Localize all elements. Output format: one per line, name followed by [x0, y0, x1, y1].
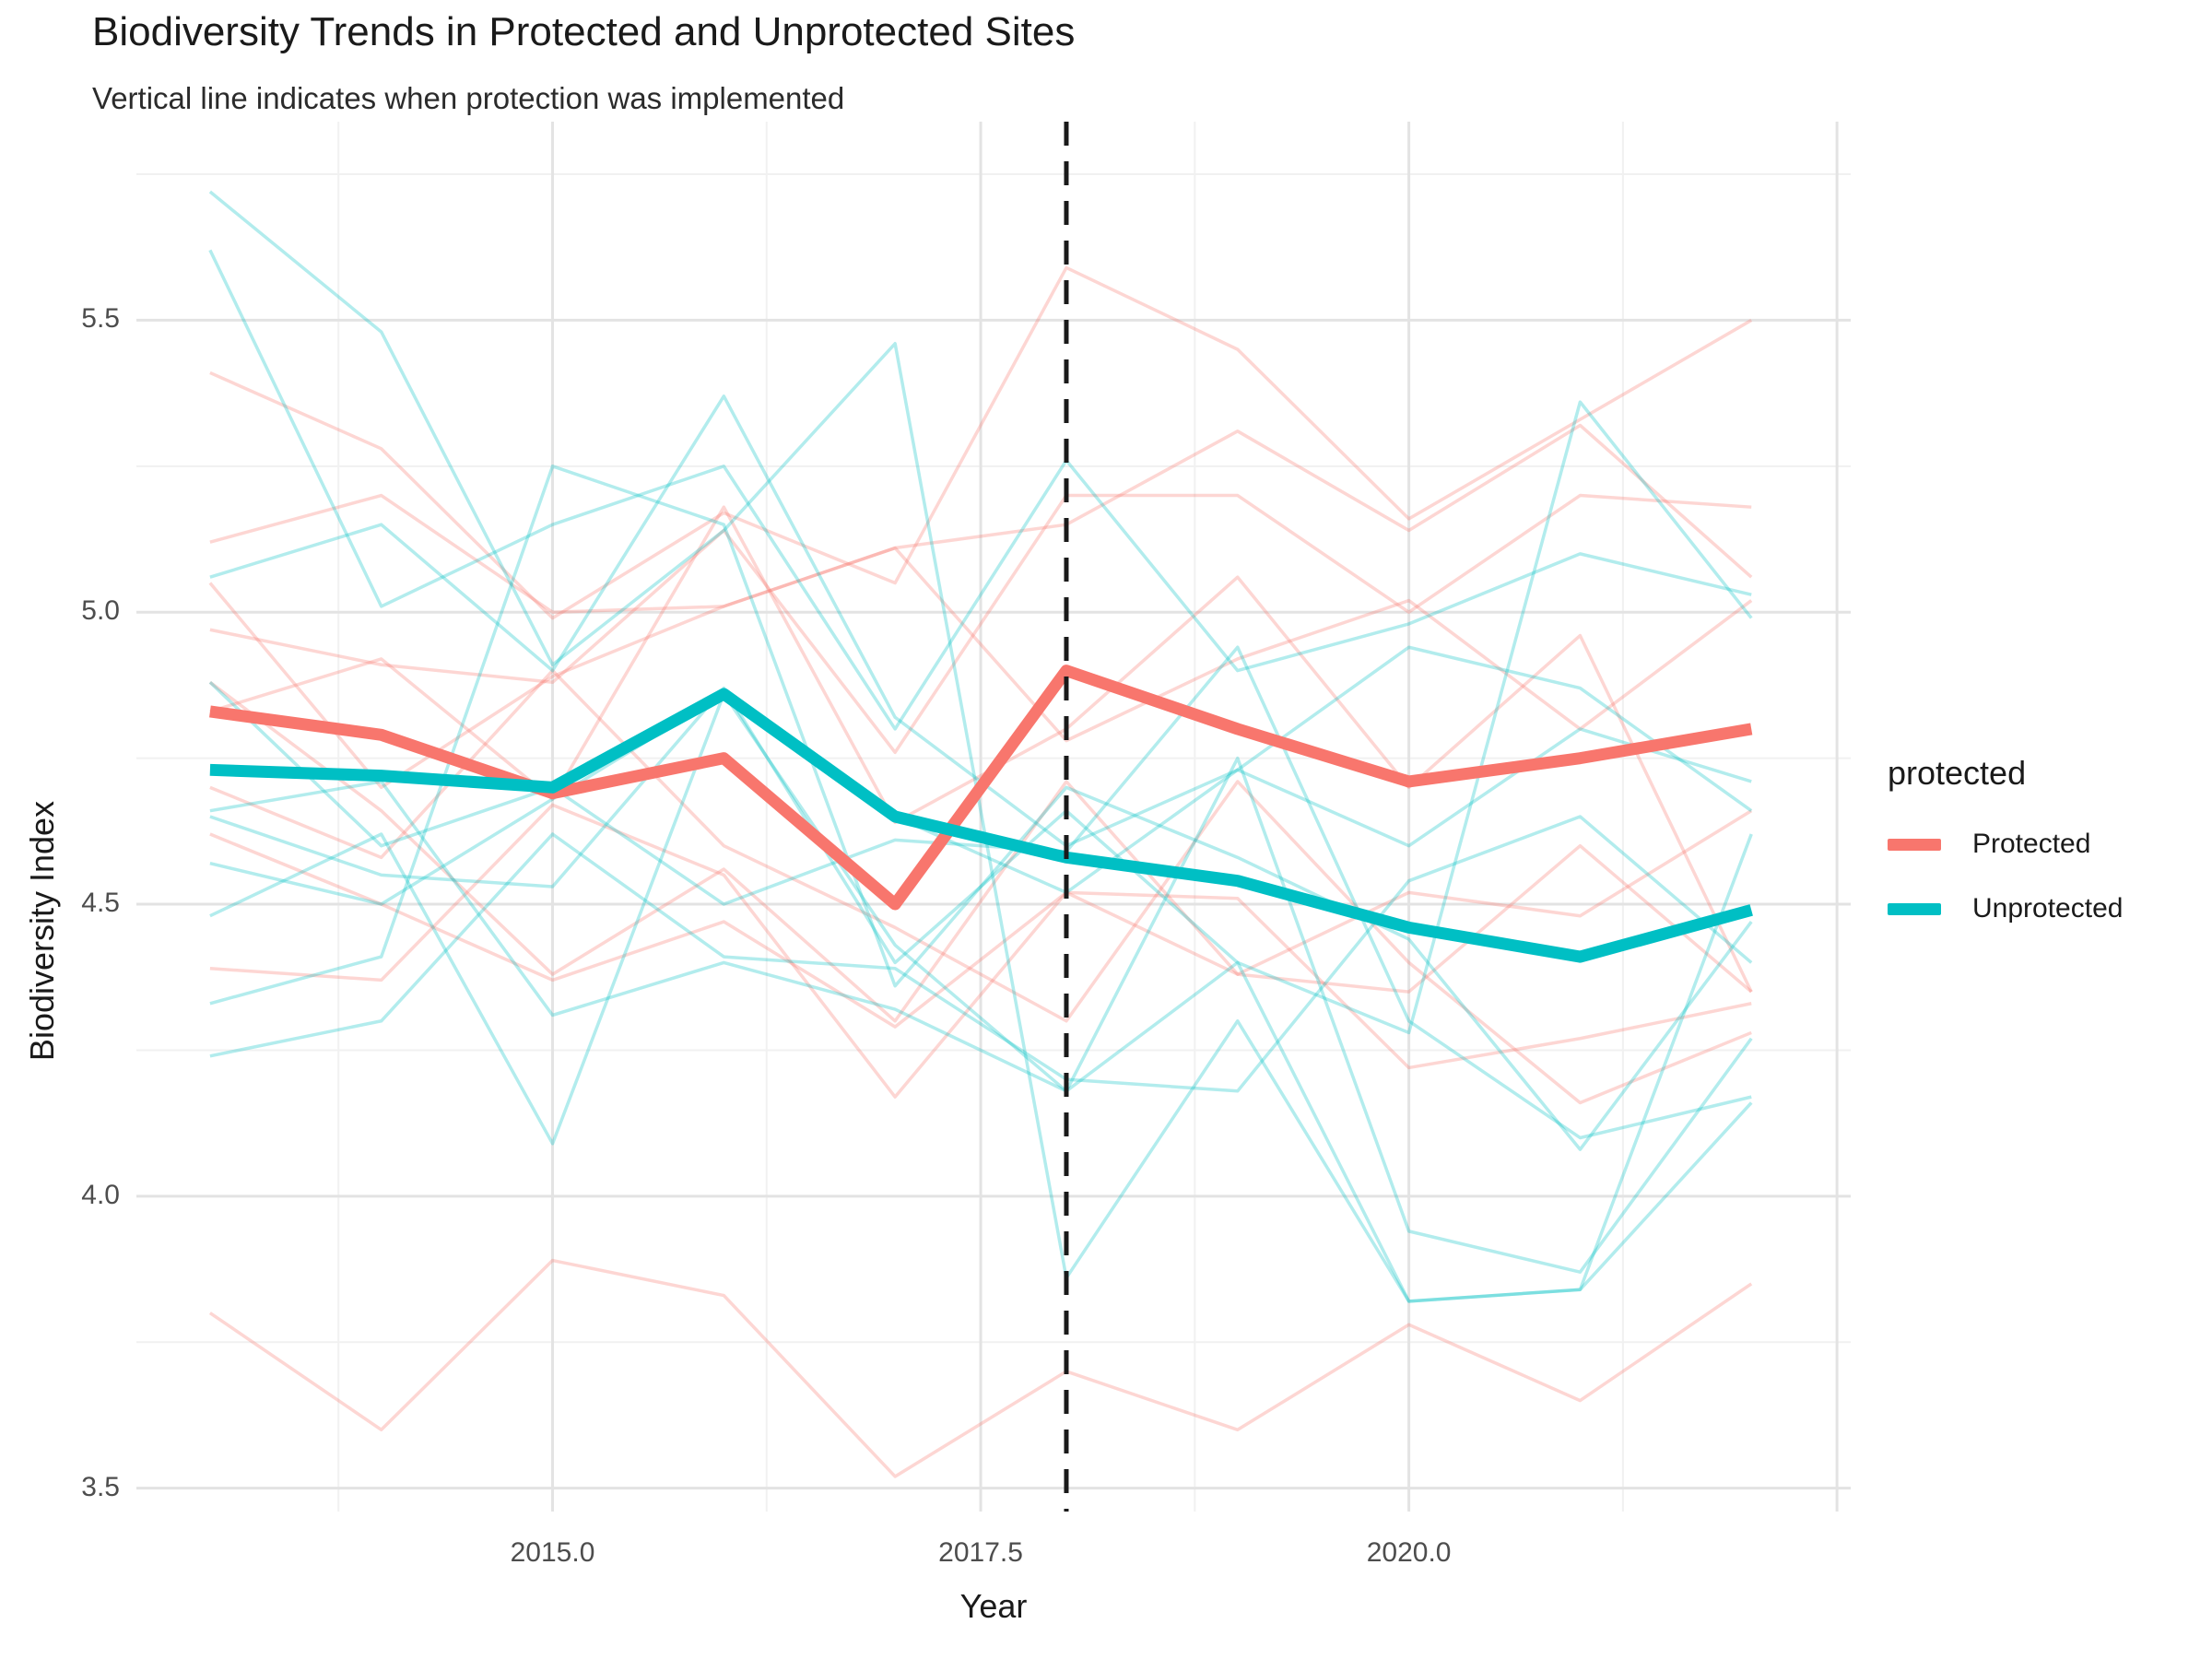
unprotected-site-line — [208, 645, 1752, 1140]
unprotected-mean-line — [209, 688, 1753, 963]
y-axis-title: Biodiversity Index — [23, 800, 61, 1062]
unprotected-color-key — [1888, 902, 1941, 915]
y-tick-label: 4.0 — [81, 1179, 120, 1210]
unprotected-site-line — [209, 780, 1753, 1303]
x-tick-label: 2015.0 — [510, 1537, 595, 1568]
protected-site-line — [209, 265, 1753, 620]
protected-mean-line — [209, 665, 1753, 911]
protected-site-line — [209, 505, 1753, 993]
unprotected-site-line — [209, 692, 1753, 1274]
protected-site-line — [208, 546, 1753, 790]
chart-title: Biodiversity Trends in Protected and Unp… — [92, 9, 1076, 54]
y-tick-label: 5.5 — [81, 303, 120, 335]
protected-site-line — [209, 423, 1753, 614]
unprotected-site-line — [209, 400, 1753, 1035]
protected-site-line — [209, 493, 1752, 755]
x-tick-label: 2017.5 — [938, 1537, 1023, 1568]
unprotected-site-line — [209, 692, 1752, 906]
protected-site-line — [209, 803, 1752, 1099]
x-tick-label: 2020.0 — [1366, 1537, 1452, 1568]
legend-item-unprotected: Unprotected — [1888, 888, 2123, 929]
unprotected-site-line — [209, 465, 1753, 1151]
y-tick-label: 5.0 — [81, 595, 120, 627]
chart-subtitle: Vertical line indicates when protection … — [92, 81, 845, 115]
unprotected-site-line — [208, 249, 1752, 731]
y-tick-label: 4.5 — [81, 888, 120, 919]
legend-item-label: Protected — [1972, 829, 2091, 859]
protected-site-line — [208, 680, 1753, 1023]
legend-item-protected: Protected — [1888, 824, 2123, 865]
legend: protected Protected Unprotected — [1888, 754, 2123, 953]
legend-title: protected — [1888, 754, 2027, 792]
protected-site-line — [209, 832, 1753, 1029]
y-tick-label: 3.5 — [81, 1471, 120, 1502]
protected-color-key — [1888, 838, 1941, 851]
legend-item-label: Unprotected — [1972, 893, 2124, 924]
unprotected-site-line — [208, 190, 1753, 1303]
x-axis-title: Year — [959, 1587, 1028, 1625]
protected-site-line — [208, 1258, 1753, 1478]
unprotected-site-line — [209, 815, 1753, 1093]
